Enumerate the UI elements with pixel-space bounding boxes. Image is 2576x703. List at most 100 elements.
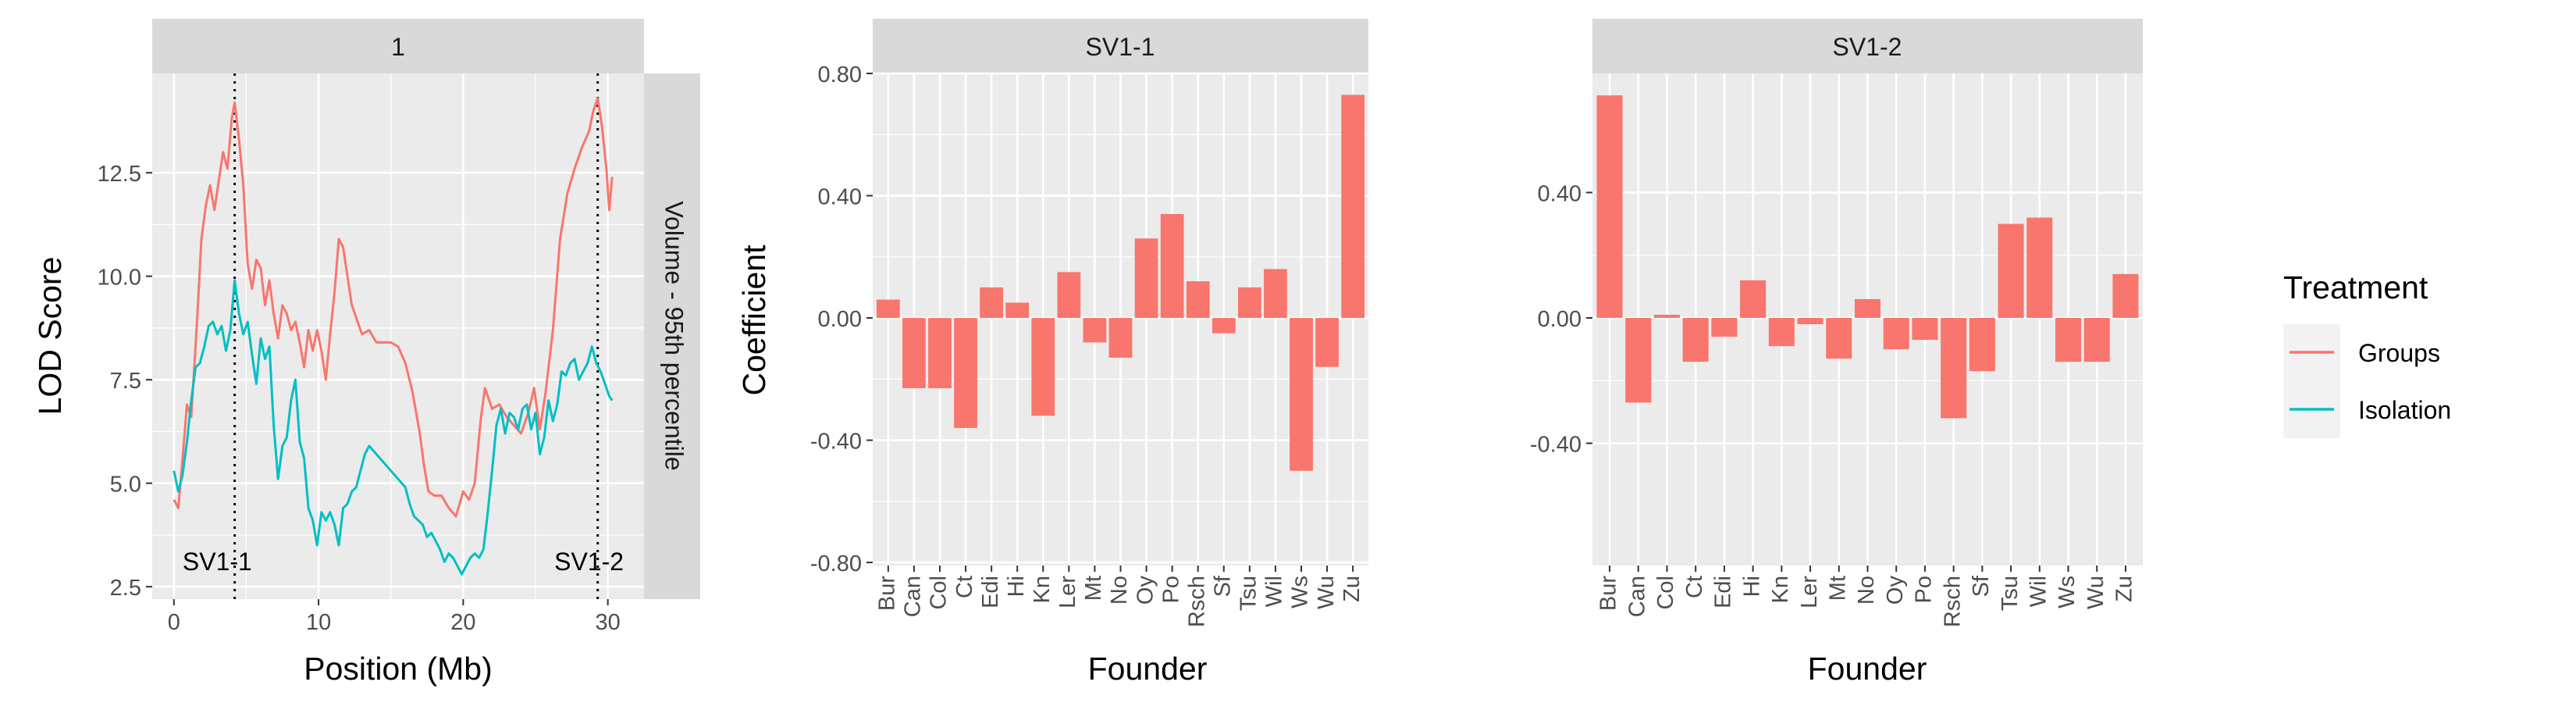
lod-panel: 1 Volume - 95th percentile SV1-1 SV1-2 2.… (32, 19, 700, 687)
sv1-1-x-tick-label: Kn (1030, 576, 1055, 603)
lod-gridlines (152, 73, 644, 599)
legend: Treatment Groups Isolation (2283, 269, 2451, 438)
sv1-2-x-tick-label: Ler (1797, 576, 1822, 608)
sv1-2-x-tick-label: Mt (1825, 576, 1850, 601)
sv1-2-x-tick-label: Col (1653, 576, 1678, 610)
sv1-1-x-axis: Bur Can Col Ct Edi Hi Kn Ler Mt No Oy Po Rsch Sf Tsu Wi… (874, 566, 1364, 627)
lod-x-tick-label: 10 (306, 610, 331, 635)
sv1-2-y-tick-label: -0.40 (1530, 433, 1582, 458)
sv1-2-x-tick-label: Edi (1711, 576, 1736, 608)
sv1-1-x-tick-label: Ct (952, 576, 977, 598)
sv1-2-bar-ct (1682, 317, 1709, 362)
sv1-1-y-tick-label: -0.40 (810, 430, 862, 455)
sv1-1-y-tick-label: 0.00 (818, 307, 862, 332)
lod-facet-strip-right (644, 73, 700, 599)
sv1-2-bar-tsu (1998, 223, 2024, 318)
lod-y-axis: 2.5 5.0 7.5 10.0 12.5 (98, 162, 152, 601)
sv1-1-bar-po (1160, 214, 1184, 319)
sv1-2-x-tick-label: No (1854, 576, 1879, 605)
sv1-1-bar-ct (954, 318, 977, 428)
sv1-2-x-tick-label: Hi (1739, 576, 1764, 597)
sv1-1-x-tick-label: Hi (1004, 576, 1029, 597)
sv1-1-y-tick-label: 0.40 (818, 185, 862, 210)
sv1-2-bar-sf (1969, 317, 1995, 372)
sv1-1-y-axis-title: Coefficient (736, 244, 772, 396)
sv1-1-x-tick-label: Oy (1133, 576, 1158, 605)
sv1-2-x-tick-label: Tsu (1998, 576, 2023, 611)
sv1-2-x-tick-label: Can (1624, 576, 1649, 617)
sv1-2-bar-mt (1826, 317, 1852, 359)
sv1-1-bar-oy (1134, 238, 1158, 319)
sv1-2-bar-po (1912, 317, 1938, 341)
sv1-1-x-tick-label: Wu (1314, 576, 1339, 609)
sv1-1-bar-rsch (1186, 281, 1210, 319)
sv1-2-x-tick-label: Zu (2112, 576, 2137, 602)
sv1-2-bar-wil (2026, 217, 2053, 318)
legend-title: Treatment (2283, 269, 2428, 305)
sv1-2-bar-edi (1711, 317, 1738, 337)
sv1-2-x-axis: Bur Can Col Ct Edi Hi Kn Ler Mt No Oy Po Rsch Sf Tsu Wi… (1596, 566, 2137, 627)
sv1-1-x-tick-label: Rsch (1184, 576, 1209, 627)
lod-threshold-lines (233, 73, 600, 599)
sv1-1-x-tick-label: Wil (1262, 576, 1287, 607)
sv1-1-bar-ler (1057, 272, 1081, 319)
sv1-2-x-tick-label: Po (1912, 576, 1937, 603)
sv1-1-x-tick-label: Po (1158, 576, 1183, 603)
sv1-1-bar-wil (1264, 269, 1287, 319)
sv1-2-x-tick-label: Ws (2055, 576, 2080, 608)
sv1-1-y-tick-label: -0.80 (810, 551, 862, 576)
sv1-1-bar-tsu (1237, 287, 1261, 319)
sv1-2-x-tick-label: Wu (2083, 576, 2108, 609)
sv1-1-bars (876, 95, 1365, 471)
lod-plot-background (152, 73, 644, 599)
sv1-2-x-tick-label: Ct (1682, 576, 1707, 598)
sv1-2-x-tick-label: Sf (1969, 575, 1994, 597)
sv1-1-y-axis: -0.80 -0.40 0.00 0.40 0.80 (810, 62, 873, 576)
sv1-1-x-tick-label: Bur (874, 576, 899, 611)
sv1-1-facet-strip (873, 19, 1368, 73)
lod-y-axis-title: LOD Score (32, 257, 68, 416)
lod-y-tick-label: 7.5 (110, 369, 141, 394)
sv1-1-bar-mt (1083, 318, 1107, 343)
sv1-2-bar-col (1653, 314, 1680, 318)
sv1-1-bar-zu (1341, 95, 1365, 319)
sv1-2-y-tick-label: 0.00 (1538, 307, 1582, 332)
sv1-1-bar-hi (1005, 302, 1030, 319)
lod-annotation: SV1-1 (183, 548, 252, 576)
sv1-2-bar-ler (1797, 317, 1823, 325)
lod-x-tick-label: 0 (168, 610, 180, 635)
sv1-1-gridlines (873, 72, 1368, 566)
sv1-1-x-tick-label: Can (901, 576, 926, 617)
sv1-2-facet-label: SV1-2 (1833, 33, 1902, 61)
sv1-1-x-axis-title: Founder (1088, 651, 1208, 687)
sv1-1-bar-bur (876, 299, 900, 319)
lod-x-axis-title: Position (Mb) (304, 651, 493, 687)
sv1-1-bar-kn (1031, 318, 1055, 416)
sv1-2-bar-no (1854, 298, 1881, 318)
lod-y-tick-label: 12.5 (98, 162, 141, 187)
sv1-1-bar-edi (980, 287, 1004, 319)
sv1-2-bar-zu (2112, 273, 2139, 318)
sv1-2-x-tick-label: Wil (2026, 576, 2051, 607)
lod-annotation: SV1-2 (554, 548, 624, 576)
lod-x-tick-label: 20 (450, 610, 475, 635)
sv1-1-x-tick-label: Zu (1340, 576, 1364, 602)
sv1-1-bar-col (928, 318, 952, 389)
sv1-2-x-tick-label: Rsch (1940, 576, 1965, 627)
sv1-2-x-tick-label: Oy (1883, 576, 1908, 605)
sv1-2-y-axis: -0.40 0.00 0.40 (1530, 181, 1592, 458)
sv1-1-x-tick-label: Col (927, 576, 952, 610)
sv1-1-x-tick-label: No (1107, 576, 1132, 605)
sv1-1-x-tick-label: Ws (1288, 576, 1313, 608)
lod-y-tick-label: 10.0 (98, 266, 141, 291)
sv1-1-bar-sf (1212, 318, 1236, 334)
sv1-1-bar-wu (1315, 318, 1339, 367)
sv1-2-panel: SV1-2 -0.40 0.00 0.40 Bur Can Col Ct Edi Hi Kn Le… (1530, 19, 2143, 687)
sv1-2-bar-oy (1883, 317, 1909, 350)
sv1-2-bar-bur (1596, 95, 1623, 318)
sv1-2-bar-wu (2083, 317, 2110, 362)
lod-y-tick-label: 5.0 (110, 473, 141, 498)
sv1-2-bar-kn (1768, 317, 1795, 347)
sv1-1-bar-ws (1290, 318, 1313, 471)
